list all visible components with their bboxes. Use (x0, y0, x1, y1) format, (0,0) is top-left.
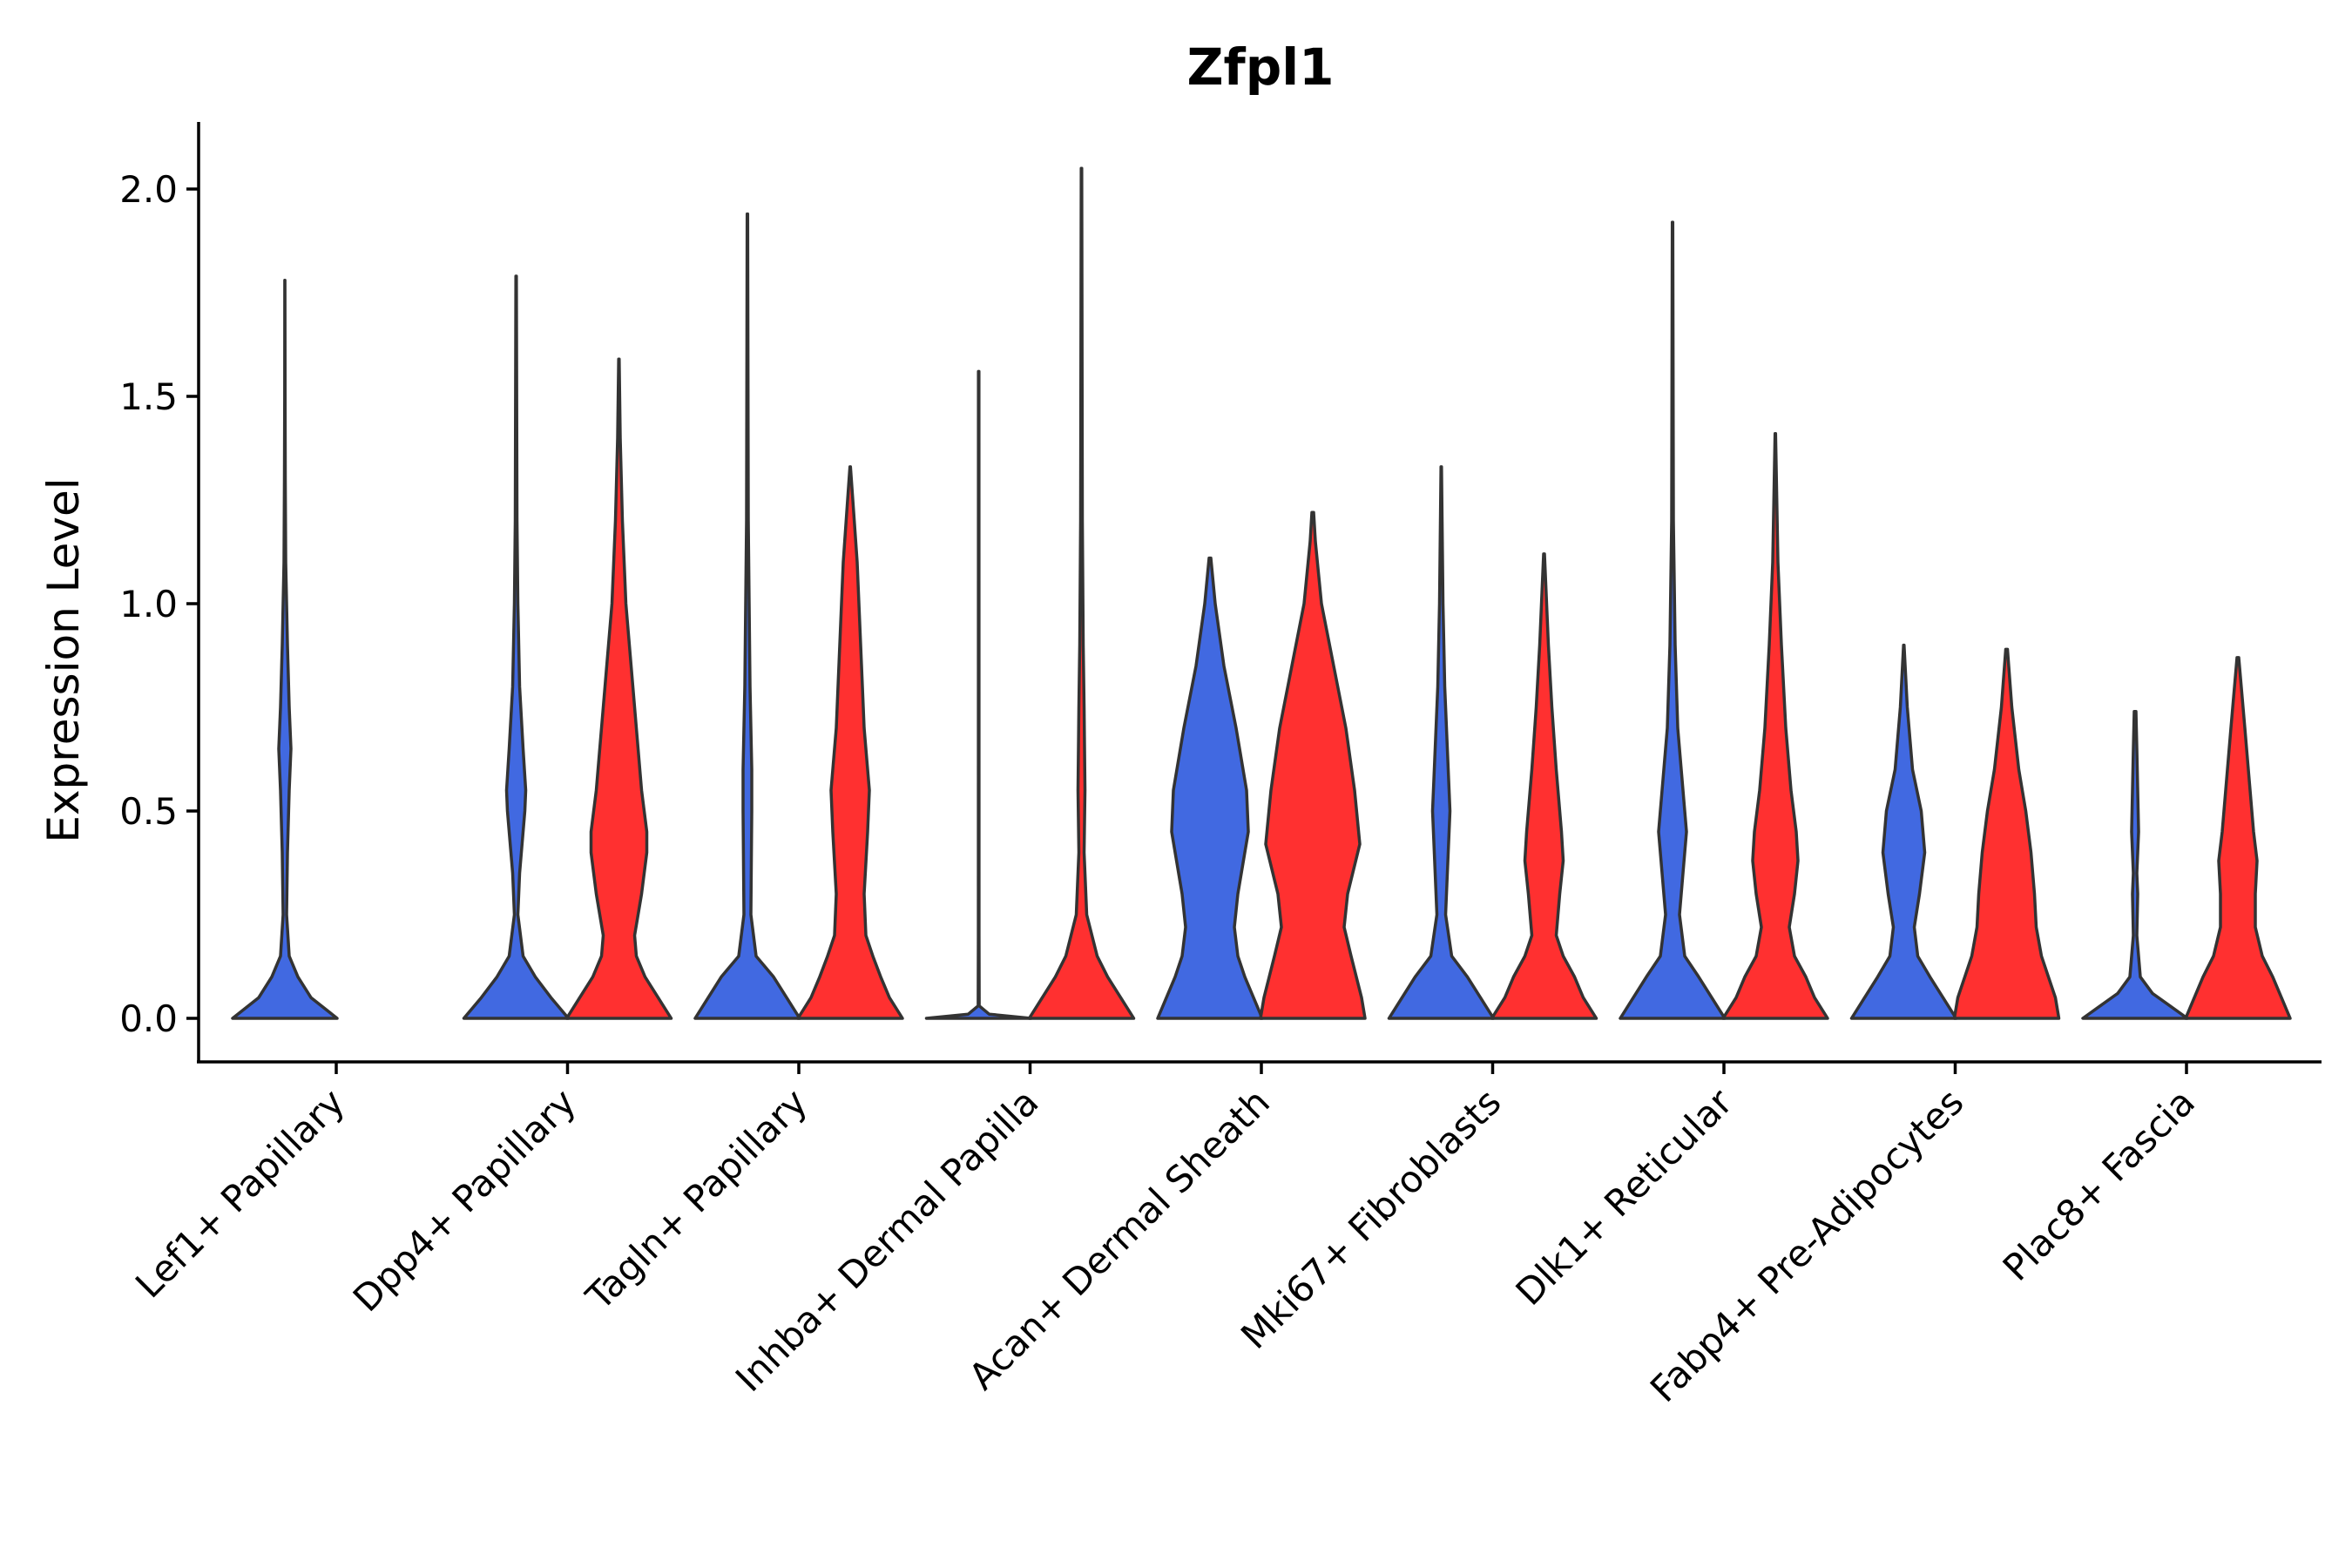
violin-blue (1619, 220, 1727, 1020)
violin-red (1490, 552, 1598, 1020)
x-tick-label: Dlk1+ Reticular (1508, 1080, 1741, 1314)
x-tick-label: Dpp4+ Papillary (345, 1080, 585, 1320)
x-tick-label: Plac8+ Fascia (1995, 1080, 2203, 1288)
x-tick-label: Lef1+ Papillary (127, 1080, 353, 1306)
violin-red (796, 465, 904, 1020)
y-axis-title: Expression Level (38, 477, 89, 842)
violin-blue (924, 369, 1033, 1020)
violin-blue (231, 278, 339, 1020)
x-tick-label: Tagln+ Papillary (578, 1080, 815, 1318)
violin-red (1721, 432, 1829, 1020)
violin-blue (1156, 556, 1264, 1020)
violin-red (1952, 647, 2061, 1020)
violin-red (1027, 166, 1136, 1020)
violin-blue (2081, 710, 2189, 1020)
violin-blue (1849, 643, 1958, 1020)
y-tick-label: 1.0 (119, 583, 178, 625)
y-tick-label: 2.0 (119, 168, 178, 211)
y-tick-label: 1.5 (119, 375, 178, 418)
x-tick-label: Mki67+ Fibroblasts (1233, 1080, 1509, 1356)
y-tick-label: 0.0 (119, 997, 178, 1040)
violin-blue (693, 212, 801, 1020)
violin-red (2184, 656, 2292, 1020)
violin-blue (462, 274, 571, 1020)
chart-title: Zfpl1 (1186, 37, 1334, 97)
violin-blue (1387, 465, 1496, 1020)
y-tick-label: 0.5 (119, 790, 178, 833)
violin-layer (231, 166, 2292, 1020)
violin-red (1259, 510, 1367, 1020)
y-axis-ticks: 0.0 0.5 1.0 1.5 2.0 (119, 168, 199, 1040)
violin-red (564, 357, 673, 1020)
